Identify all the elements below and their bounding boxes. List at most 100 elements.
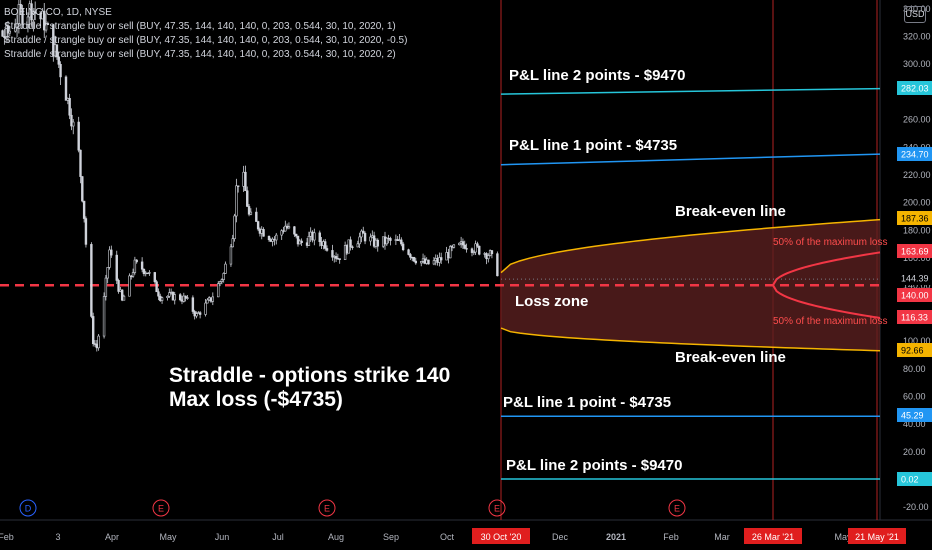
price-candle <box>90 242 93 319</box>
price-candle <box>231 234 234 248</box>
price-candle <box>148 270 151 276</box>
x-tick-label: Oct <box>440 532 455 542</box>
y-tick-label: 20.00 <box>903 447 926 457</box>
price-candle <box>128 273 131 297</box>
price-candle <box>362 226 365 234</box>
price-candle <box>52 24 55 62</box>
price-candle <box>135 259 138 264</box>
price-candle <box>131 268 135 278</box>
price-candle <box>229 243 233 267</box>
event-marker-E[interactable]: E <box>152 499 170 517</box>
legend-indicator-1[interactable]: Straddle / strangle buy or sell (BUY, 47… <box>4 21 396 32</box>
svg-text:92.66: 92.66 <box>901 346 924 356</box>
x-tick-label: Jul <box>272 532 284 542</box>
event-marker-E[interactable]: E <box>488 499 506 517</box>
price-candle <box>79 149 82 184</box>
price-candle <box>57 56 60 69</box>
price-candle <box>220 278 224 285</box>
svg-text:E: E <box>324 504 330 514</box>
price-label-92.66: 92.66 <box>897 343 932 357</box>
price-candle <box>400 237 403 247</box>
chart-legend: BOEING CO, 1D, NYSE Straddle / strangle … <box>4 6 407 62</box>
x-label-highlight <box>472 528 530 544</box>
price-candle <box>323 238 327 251</box>
y-tick-label: 340.00 <box>903 4 931 14</box>
price-candle <box>233 213 236 242</box>
legend-symbol: BOEING CO, 1D, NYSE <box>4 7 112 18</box>
loss-zone-label: Loss zone <box>515 293 589 310</box>
price-candle <box>168 288 171 299</box>
x-label-highlight <box>744 528 802 544</box>
legend-indicator-2[interactable]: Straddle / strangle buy or sell (BUY, 47… <box>4 35 408 46</box>
x-tick-label: Mar <box>714 532 730 542</box>
price-candle <box>294 233 298 239</box>
price-candle <box>19 0 22 15</box>
event-marker-D[interactable]: D <box>19 499 37 517</box>
price-candle <box>108 246 111 270</box>
price-candle <box>184 295 187 302</box>
price-candle <box>155 279 158 293</box>
price-candle <box>452 244 456 249</box>
price-candle <box>178 293 182 302</box>
price-candle <box>249 208 253 216</box>
price-candle <box>182 292 186 303</box>
price-candle <box>412 256 416 262</box>
price-candle <box>300 238 303 246</box>
y-tick-label: 140.00 <box>903 281 931 291</box>
price-label-45.29: 45.29 <box>897 408 932 422</box>
price-candle <box>331 244 334 261</box>
x-tick-label: Feb <box>663 532 679 542</box>
svg-text:282.03: 282.03 <box>901 84 929 94</box>
price-label-282.03: 282.03 <box>897 81 932 95</box>
svg-text:E: E <box>494 504 500 514</box>
x-tick-label: Sep <box>383 532 399 542</box>
price-candle <box>222 272 225 283</box>
price-label-144.39: 144.39 <box>897 271 932 285</box>
currency-button[interactable]: USD <box>904 6 926 23</box>
price-candle <box>496 251 499 277</box>
price-candle <box>409 252 412 261</box>
price-candle <box>376 238 379 252</box>
x-tick-label: Aug <box>328 532 344 542</box>
pl1-upper-label: P&L line 1 point - $4735 <box>509 137 678 154</box>
price-candle <box>414 257 418 265</box>
price-candle <box>1 29 4 37</box>
legend-indicator-3[interactable]: Straddle / strangle buy or sell (BUY, 47… <box>4 49 396 60</box>
price-candle <box>271 237 274 247</box>
price-label-187.36: 187.36 <box>897 211 932 225</box>
price-candle <box>173 291 176 305</box>
event-marker-E[interactable]: E <box>668 499 686 517</box>
svg-text:45.29: 45.29 <box>901 411 924 421</box>
price-candle <box>360 229 363 243</box>
breakeven-upper-label: Break-even line <box>675 203 786 220</box>
price-candle <box>157 288 160 301</box>
pl2-upper-label: P&L line 2 points - $9470 <box>509 67 686 84</box>
price-candle <box>91 312 95 347</box>
price-candle <box>206 298 209 304</box>
x-tick-label: 26 Mar '21 <box>752 532 794 542</box>
price-candle <box>102 292 106 339</box>
half-loss-lower-label: 50% of the maximum loss <box>773 316 888 327</box>
event-marker-E[interactable]: E <box>318 499 336 517</box>
y-tick-label: 300.00 <box>903 59 931 69</box>
price-candle <box>55 44 59 60</box>
price-candle <box>32 10 35 32</box>
price-candle <box>160 296 164 304</box>
price-candle <box>338 258 341 264</box>
price-candle <box>351 245 354 250</box>
price-candle <box>296 235 300 247</box>
svg-text:234.70: 234.70 <box>901 150 929 160</box>
price-candle <box>420 260 423 267</box>
price-candle <box>275 232 278 245</box>
price-candle <box>246 186 249 207</box>
price-candle <box>349 236 352 251</box>
price-candle <box>104 274 108 301</box>
price-candle <box>432 257 436 266</box>
svg-text:E: E <box>674 504 680 514</box>
price-candle <box>334 252 338 262</box>
breakeven-lower-label: Break-even line <box>675 349 786 366</box>
breakeven-upper-line <box>500 218 881 274</box>
price-candle <box>224 261 227 274</box>
price-candle <box>6 21 10 43</box>
